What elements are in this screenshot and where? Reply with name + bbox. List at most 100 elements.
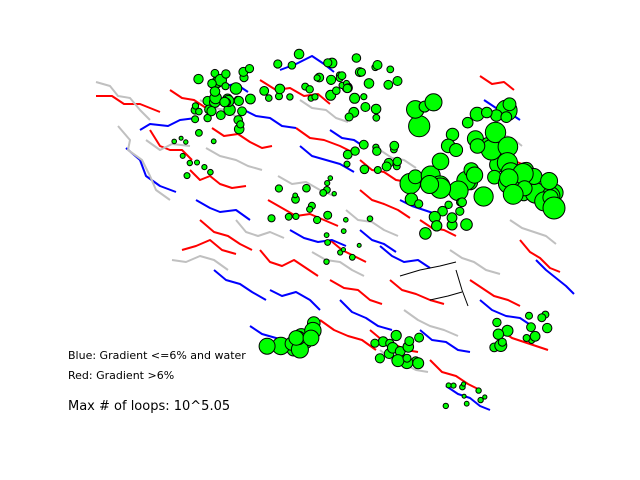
network-node: [211, 139, 216, 144]
network-node: [358, 68, 366, 76]
red-edge-segment: [190, 170, 246, 188]
network-node: [349, 254, 355, 260]
blue-edge-segment: [290, 230, 346, 246]
network-node: [367, 216, 373, 222]
red-edge-segment: [470, 280, 520, 306]
network-node: [288, 62, 296, 70]
network-node: [462, 117, 473, 128]
network-node: [303, 330, 319, 346]
network-node: [482, 107, 493, 118]
red-edge-segment: [320, 320, 376, 350]
black-edge-segment: [456, 270, 468, 306]
network-node: [184, 140, 188, 144]
network-node: [293, 213, 299, 219]
network-node: [328, 176, 333, 181]
network-node: [260, 87, 269, 96]
network-node: [307, 206, 313, 212]
grey-edge-segment: [236, 220, 284, 238]
network-node: [293, 193, 298, 198]
red-edge-segment: [260, 250, 318, 276]
grey-edge-segment: [206, 148, 262, 170]
network-node: [498, 338, 506, 346]
network-node: [461, 219, 473, 231]
network-node: [210, 87, 220, 97]
network-node: [361, 94, 367, 100]
network-node: [325, 240, 331, 246]
red-edge-segment: [360, 190, 410, 218]
network-node: [341, 248, 345, 252]
grey-edge-segment: [450, 250, 500, 274]
network-node: [208, 169, 214, 175]
network-node: [413, 358, 424, 369]
grey-edge-segment: [404, 310, 458, 336]
network-node: [196, 130, 203, 137]
network-node: [187, 160, 192, 165]
network-node: [359, 140, 368, 149]
network-node: [393, 77, 402, 86]
network-node: [194, 74, 203, 83]
network-node: [456, 207, 464, 215]
network-node: [289, 331, 304, 346]
blue-edge-segment: [270, 290, 320, 310]
red-edge-segment: [480, 76, 514, 90]
network-node: [268, 215, 275, 222]
network-node: [446, 383, 451, 388]
grey-edge-segment: [312, 252, 364, 276]
network-node: [345, 113, 353, 121]
network-node: [373, 114, 380, 121]
network-node: [503, 184, 523, 204]
network-node: [275, 84, 285, 94]
network-node: [207, 107, 216, 116]
network-node: [393, 157, 401, 165]
network-node: [216, 111, 225, 120]
network-node: [449, 181, 469, 201]
network-node: [230, 83, 242, 95]
network-node: [341, 229, 346, 234]
network-node: [474, 187, 493, 206]
network-node: [275, 185, 282, 192]
network-node: [523, 335, 530, 342]
network-node: [285, 213, 292, 220]
network-node: [192, 103, 198, 109]
network-node: [364, 79, 374, 89]
network-node: [415, 333, 424, 342]
network-node: [374, 167, 381, 174]
network-node: [259, 338, 275, 354]
network-node: [375, 354, 384, 363]
network-node: [274, 60, 282, 68]
network-node: [179, 136, 183, 140]
network-node: [541, 173, 558, 190]
blue-edge-segment: [380, 246, 430, 268]
network-node: [222, 83, 229, 90]
red-edge-segment: [330, 280, 382, 304]
network-node: [180, 153, 185, 158]
blue-edge-segment: [480, 300, 532, 326]
network-node: [432, 221, 442, 231]
network-node: [184, 173, 190, 179]
network-node: [447, 213, 457, 223]
network-node: [220, 97, 230, 107]
network-node: [451, 383, 456, 388]
network-node: [320, 190, 327, 197]
red-edge-segment: [330, 240, 366, 262]
network-node: [325, 181, 330, 186]
network-node: [343, 84, 351, 92]
network-node: [467, 167, 483, 183]
network-node: [234, 96, 243, 105]
network-node: [324, 233, 329, 238]
black-edges: [400, 262, 468, 306]
network-node: [324, 211, 332, 219]
black-edge-segment: [430, 292, 462, 300]
network-node: [387, 66, 394, 73]
network-node: [392, 355, 404, 367]
grey-edge-segment: [118, 126, 170, 200]
network-node: [420, 228, 432, 240]
network-node: [432, 153, 449, 170]
network-node: [527, 323, 536, 332]
network-node: [464, 401, 469, 406]
network-node: [538, 314, 546, 322]
black-edge-segment: [400, 262, 456, 276]
grey-edge-segment: [300, 100, 348, 122]
network-node: [202, 165, 207, 170]
